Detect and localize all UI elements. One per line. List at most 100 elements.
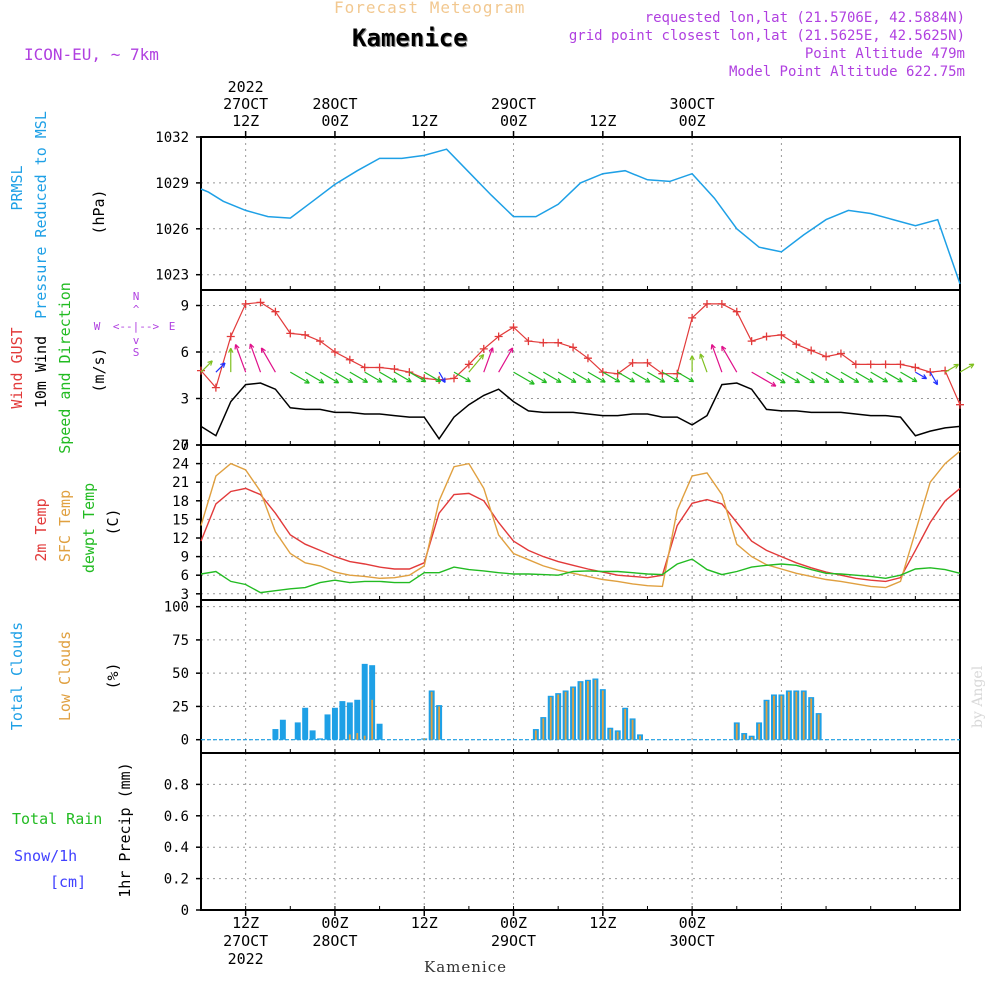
label-prmsl: PRMSL: [8, 165, 26, 210]
series-sfc-temp-line: [200, 450, 961, 589]
cloud-total-bar: [354, 699, 361, 740]
model-label: ICON-EU, ~ 7km: [24, 45, 159, 64]
wind-arrow: [587, 371, 606, 383]
gust-marker: [866, 360, 875, 369]
gust-marker: [360, 363, 369, 372]
y-tick-label: 0: [181, 903, 189, 919]
compass-n-arrow: ^: [133, 303, 140, 316]
cloud-low-bar: [371, 699, 374, 740]
y-tick-label: 6: [181, 568, 189, 584]
x-tick-label-bottom: 28OCT: [312, 932, 357, 950]
cloud-low-bar: [601, 690, 604, 740]
gust-marker: [747, 337, 756, 346]
requested-coords: requested lon,lat (21.5706E, 42.5884N): [644, 10, 965, 26]
gust-marker: [762, 332, 771, 341]
cloud-low-bar: [609, 729, 612, 740]
y-tick-label: 27: [172, 438, 189, 454]
cloud-total-bar: [272, 729, 279, 740]
cloud-low-bar: [557, 694, 560, 740]
wind-arrow: [438, 371, 446, 384]
x-tick-label-top: 12Z: [411, 112, 438, 130]
label-gust: Wind GUST: [8, 327, 26, 408]
label-low-clouds: Low Clouds: [56, 631, 74, 721]
wind-arrow: [542, 371, 562, 383]
footer-location: Kamenice: [424, 958, 507, 976]
wind-arrow: [810, 371, 830, 383]
wind-arrow: [915, 371, 928, 380]
x-tick-label-top: 12Z: [232, 112, 259, 130]
compass-cross: <--|-->: [113, 320, 160, 333]
y-tick-label: 0.6: [164, 809, 189, 825]
cloud-low-bar: [773, 695, 775, 740]
x-tick-label-top: 00Z: [321, 112, 348, 130]
gust-marker: [345, 355, 354, 364]
cloud-low-bar: [423, 738, 426, 740]
wind-arrow: [304, 371, 325, 384]
cloud-low-bar: [587, 681, 589, 740]
x-tick-label-top: 27OCT: [223, 95, 268, 113]
x-tick-label-top: 12Z: [589, 112, 616, 130]
gust-marker: [256, 298, 265, 307]
gust-marker: [792, 340, 801, 349]
series-2m-temp-line: [200, 487, 961, 583]
wind-arrow: [900, 371, 918, 383]
wind-arrow: [795, 371, 815, 384]
compass-w: W: [94, 320, 101, 333]
wind-arrow: [959, 363, 975, 373]
label-dewpt: dewpt Temp: [80, 483, 98, 573]
gust-marker: [197, 366, 205, 375]
gust-marker: [777, 330, 786, 339]
cloud-low-bar: [631, 719, 634, 740]
y-tick-label: 9: [181, 299, 189, 315]
gust-marker: [464, 360, 473, 369]
label-total-rain: Total Rain: [12, 810, 102, 828]
cloud-low-bar: [579, 682, 582, 740]
gust-marker: [330, 348, 339, 356]
gust-marker: [822, 352, 831, 361]
compass-s-arrow: v: [133, 334, 140, 347]
wind-arrow: [602, 371, 621, 383]
wind-arrow: [498, 347, 514, 373]
cloud-low-bar: [810, 698, 813, 740]
cloud-low-bar: [758, 723, 760, 740]
wind-arrow: [379, 371, 398, 383]
wind-arrow: [699, 353, 708, 373]
wind-arrow: [364, 371, 383, 383]
cloud-low-bar: [780, 695, 783, 740]
cloud-low-bar: [817, 714, 820, 740]
cloud-total-bar: [317, 738, 324, 740]
compass-s: S: [133, 346, 140, 359]
cloud-low-bar: [348, 734, 351, 740]
wind-arrow: [215, 362, 226, 373]
wind-arrow: [944, 363, 960, 373]
label-total-clouds: Total Clouds: [8, 622, 26, 730]
y-tick-label: 0: [181, 438, 189, 454]
gust-marker: [241, 299, 250, 308]
gust-marker: [911, 363, 920, 372]
gust-marker: [643, 358, 652, 367]
wind-arrow: [885, 371, 903, 383]
wind-arrow: [260, 347, 276, 373]
wind-arrow: [710, 343, 723, 373]
wind-arrow: [200, 360, 213, 373]
gust-marker: [956, 400, 964, 409]
cloud-low-bar: [795, 691, 798, 740]
wind-arrow: [870, 371, 889, 383]
wind-arrow: [617, 371, 636, 383]
cloud-low-bar: [549, 697, 552, 740]
wind-arrow: [676, 371, 695, 383]
gust-marker: [509, 323, 518, 332]
label-speed-dir: Speed and Direction: [56, 282, 74, 454]
wind-arrow: [423, 371, 442, 383]
gust-marker: [807, 346, 816, 355]
panel-frame: [200, 752, 961, 911]
wind-arrow: [349, 371, 369, 383]
gust-marker: [226, 332, 235, 341]
wind-arrow: [855, 371, 874, 383]
label-snow-unit: [cm]: [50, 873, 86, 891]
y-tick-label: 75: [172, 633, 189, 649]
x-tick-label-top: 30OCT: [670, 95, 715, 113]
cloud-low-bar: [616, 731, 619, 740]
y-tick-label: 0.2: [164, 872, 189, 888]
cloud-total-bar: [346, 702, 353, 740]
